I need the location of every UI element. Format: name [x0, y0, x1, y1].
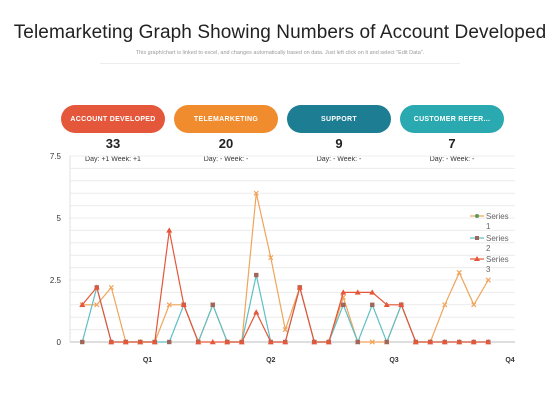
kpi-change-support: Day: - Week: - — [316, 156, 362, 163]
series-line-2 — [81, 274, 489, 344]
data-point — [355, 339, 360, 345]
data-point — [427, 339, 434, 345]
data-point — [340, 289, 347, 295]
data-point — [253, 309, 260, 315]
data-point — [209, 339, 216, 345]
data-point — [384, 339, 389, 345]
data-point — [470, 339, 477, 345]
legend-label: 1 — [486, 222, 491, 231]
data-point — [122, 339, 129, 345]
kpi-change-account-developed: Day: +1 Week: +1 — [85, 156, 141, 163]
kpi-value-account-developed: 33 — [105, 136, 121, 151]
data-point — [354, 289, 361, 295]
kpi-value-support: 9 — [335, 136, 343, 151]
data-point — [137, 339, 144, 345]
data-point — [108, 339, 115, 345]
data-point — [441, 339, 448, 345]
data-point — [166, 227, 173, 233]
data-point — [442, 302, 448, 308]
data-point — [369, 289, 376, 295]
y-tick-label: 2.5 — [50, 276, 62, 285]
data-point — [166, 302, 172, 308]
legend-label: 3 — [486, 265, 491, 274]
data-point — [253, 190, 259, 196]
kpi-pill-support[interactable]: SUPPORT — [287, 105, 391, 133]
data-point — [210, 302, 215, 307]
kpi-value-telemarketing: 20 — [218, 136, 234, 151]
data-point — [485, 277, 491, 283]
legend-label: Series — [486, 212, 509, 221]
data-point — [471, 302, 477, 308]
legend-marker — [475, 214, 479, 218]
data-point — [238, 339, 245, 345]
data-point — [268, 255, 274, 261]
data-point — [412, 339, 419, 345]
data-point — [398, 301, 405, 307]
x-tick-label: Q2 — [266, 357, 275, 364]
x-tick-label: Q1 — [143, 357, 152, 364]
data-point — [282, 339, 289, 345]
data-point — [311, 339, 318, 345]
legend-marker — [474, 256, 480, 261]
data-point — [108, 284, 114, 291]
y-tick-label: 5 — [57, 214, 62, 223]
kpi-change-customer-referral: Day: - Week: - — [429, 156, 475, 163]
x-tick-label: Q3 — [389, 357, 398, 364]
data-point — [370, 302, 375, 307]
data-point — [341, 302, 346, 307]
data-point — [151, 339, 158, 345]
data-point — [296, 284, 303, 290]
data-point — [485, 339, 492, 345]
data-point — [369, 339, 375, 345]
data-point — [167, 339, 172, 345]
data-point — [383, 301, 390, 307]
legend-label: Series — [486, 234, 509, 243]
kpi-value-customer-referral: 7 — [448, 136, 456, 151]
chart-title: Telemarketing Graph Showing Numbers of A… — [13, 22, 547, 43]
data-point — [80, 339, 85, 345]
chart-subtitle: This graph/chart is linked to excel, and… — [135, 50, 425, 56]
kpi-pill-account-developed[interactable]: ACCOUNT DEVELOPED — [61, 105, 165, 133]
data-point — [254, 272, 259, 278]
legend-label: 2 — [486, 244, 491, 253]
data-point — [282, 326, 288, 333]
y-tick-label: 0 — [57, 338, 62, 347]
kpi-change-telemarketing: Day: - Week: - — [203, 156, 249, 163]
data-point — [456, 269, 462, 276]
x-tick-label: Q4 — [505, 357, 514, 364]
data-point — [325, 339, 332, 345]
series-line-3 — [81, 230, 489, 343]
data-point — [93, 284, 100, 290]
data-point — [224, 339, 231, 345]
data-point — [456, 339, 463, 345]
kpi-pill-telemarketing[interactable]: TELEMARKETING — [174, 105, 278, 133]
legend-label: Series — [486, 255, 509, 264]
kpi-pill-customer-referral[interactable]: CUSTOMER REFER... — [400, 105, 504, 133]
data-point — [180, 301, 187, 307]
subtitle-divider — [100, 63, 460, 64]
y-tick-label: 7.5 — [50, 152, 62, 161]
data-point — [94, 302, 100, 308]
legend-marker — [475, 236, 479, 240]
data-point — [195, 339, 202, 345]
data-point — [79, 301, 86, 307]
data-point — [267, 339, 274, 345]
